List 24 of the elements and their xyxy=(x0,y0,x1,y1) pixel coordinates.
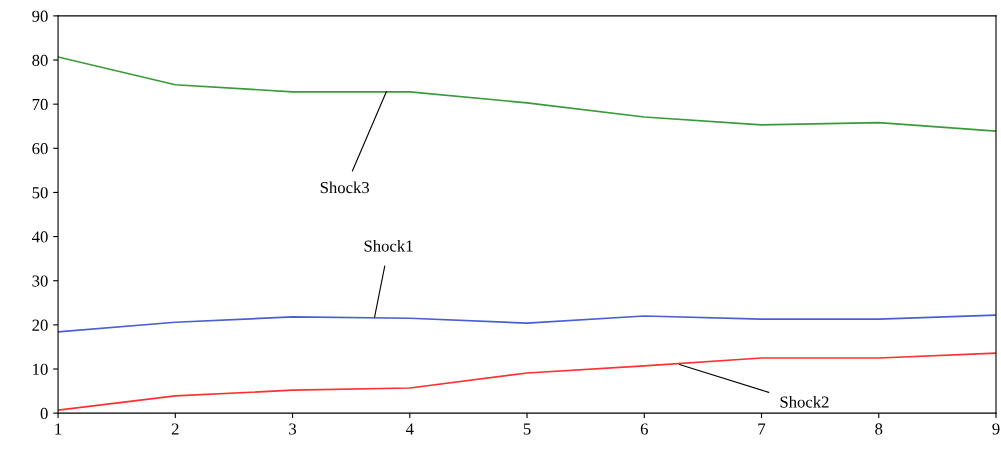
annotation: Shock2 xyxy=(780,395,829,408)
y-tick-label: 20 xyxy=(32,319,48,331)
x-tick-label: 1 xyxy=(55,423,62,435)
y-tick-label: 70 xyxy=(32,98,48,111)
x-tick-label: 8 xyxy=(875,423,883,435)
y-tick-label: 80 xyxy=(32,54,48,66)
line-series xyxy=(58,314,996,333)
line-series xyxy=(58,56,996,132)
x-tick-label: 3 xyxy=(289,423,297,435)
x-tick-label: 2 xyxy=(171,423,179,435)
y-tick-label: 50 xyxy=(32,187,48,199)
y-tick-label: 10 xyxy=(33,363,48,375)
x-tick-label: 7 xyxy=(758,423,766,435)
x-tick-label: 9 xyxy=(992,423,1000,435)
y-tick-label: 90 xyxy=(32,10,48,22)
x-tick-label: 6 xyxy=(640,423,648,435)
annotation: Shock1 xyxy=(364,239,413,252)
y-tick-label: 60 xyxy=(32,143,48,155)
x-tick-label: 5 xyxy=(523,423,531,435)
y-tick-label: 30 xyxy=(32,275,48,287)
x-tick-label: 4 xyxy=(405,423,414,435)
annotation: Shock3 xyxy=(320,181,370,194)
y-tick-label: 0 xyxy=(40,407,48,420)
y-tick-label: 40 xyxy=(31,231,48,243)
